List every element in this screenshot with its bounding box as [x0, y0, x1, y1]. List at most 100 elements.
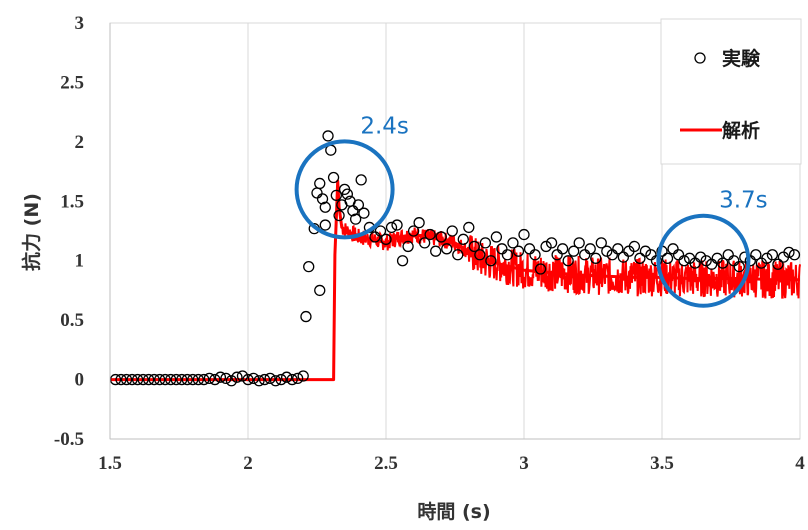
experiment-point	[446, 225, 458, 237]
experiment-point	[407, 225, 420, 237]
experiment-point	[264, 372, 276, 385]
experiment-point	[545, 237, 558, 249]
experiment-point	[402, 240, 414, 253]
experiment-point	[479, 237, 492, 249]
experiment-point	[322, 130, 334, 142]
experiment-point	[733, 261, 745, 273]
experiment-point	[391, 219, 403, 231]
experiment-point	[441, 243, 453, 255]
experiment-point	[766, 249, 779, 261]
experiment-point	[137, 373, 149, 386]
y-tick-label: 2	[75, 132, 85, 153]
axes: 1.5 2 2.5 3 3.5 4 -0.5 0 0.5 1 1.5 2 2.5 3	[54, 13, 805, 474]
experiment-point	[634, 252, 646, 264]
experiment-point	[424, 228, 436, 241]
experiment-point	[457, 233, 469, 245]
experiment-point	[253, 375, 265, 387]
experiment-point	[534, 263, 547, 275]
experiment-point	[694, 251, 707, 263]
experiment-series	[109, 130, 801, 387]
experiment-point	[258, 373, 271, 386]
experiment-point	[490, 231, 503, 243]
experiment-point	[772, 258, 784, 270]
annotation-label-1: 2.4s	[360, 113, 409, 139]
legend-marker-experiment	[694, 52, 706, 64]
experiment-point	[413, 217, 425, 229]
experiment-point	[231, 371, 243, 383]
x-tick-label: 3.5	[650, 453, 674, 474]
experiment-point	[349, 213, 362, 225]
x-tick-label: 2.5	[374, 453, 398, 474]
experiment-point	[115, 373, 127, 386]
experiment-point	[330, 189, 342, 201]
experiment-point	[661, 252, 674, 264]
experiment-point	[396, 255, 409, 267]
experiment-point	[181, 373, 193, 386]
x-tick-label: 2	[243, 453, 253, 474]
analysis-noise-band	[340, 223, 801, 299]
y-tick-label: 0.5	[60, 310, 84, 331]
experiment-point	[612, 243, 624, 255]
experiment-point	[203, 372, 216, 385]
experiment-point	[430, 245, 442, 257]
experiment-point	[788, 249, 801, 261]
y-tick-label: -0.5	[54, 429, 84, 450]
experiment-point	[316, 193, 329, 205]
experiment-point	[286, 373, 298, 386]
experiment-point	[512, 245, 525, 257]
experiment-point	[319, 219, 331, 231]
experiment-point	[126, 373, 138, 386]
annotation-label-2: 3.7s	[719, 188, 768, 214]
experiment-point	[131, 373, 144, 386]
experiment-point	[327, 171, 340, 184]
experiment-point	[435, 231, 447, 243]
experiment-point	[452, 249, 464, 261]
experiment-point	[601, 245, 613, 257]
experiment-point	[176, 373, 188, 386]
experiment-point	[678, 255, 690, 267]
experiment-point	[750, 249, 762, 261]
experiment-point	[165, 373, 177, 386]
experiment-point	[269, 375, 282, 387]
experiment-point	[120, 373, 133, 386]
experiment-point	[562, 255, 574, 267]
experiment-point	[540, 240, 552, 253]
experiment-point	[700, 255, 712, 267]
x-tick-label: 3	[519, 453, 529, 474]
y-tick-label: 1.5	[60, 191, 84, 212]
experiment-point	[529, 249, 541, 261]
experiment-point	[159, 373, 171, 386]
experiment-point	[292, 372, 304, 385]
experiment-point	[220, 372, 232, 385]
experiment-point	[280, 371, 293, 383]
experiment-point	[154, 373, 166, 386]
experiment-point	[314, 284, 326, 297]
experiment-point	[198, 373, 210, 386]
experiment-point	[507, 237, 519, 249]
y-tick-label: 2.5	[60, 72, 84, 93]
experiment-point	[333, 209, 345, 222]
experiment-point	[374, 225, 387, 237]
experiment-point	[518, 228, 530, 241]
experiment-point	[573, 237, 585, 249]
experiment-point	[236, 370, 249, 382]
experiment-point	[275, 373, 287, 386]
experiment-point	[209, 373, 221, 386]
experiment-point	[485, 255, 497, 267]
experiment-point	[761, 252, 773, 264]
experiment-point	[109, 373, 122, 386]
experiment-point	[242, 373, 254, 386]
legend-box	[660, 18, 802, 165]
experiment-point	[352, 199, 365, 211]
annotations: 2.4s 3.7s	[294, 113, 768, 308]
x-tick-label: 4	[795, 453, 805, 474]
experiment-point	[148, 373, 160, 386]
experiment-point	[584, 243, 596, 255]
experiment-point	[380, 233, 392, 245]
experiment-point	[463, 221, 475, 234]
experiment-point	[355, 174, 367, 186]
experiment-point	[300, 310, 312, 323]
experiment-point	[418, 237, 431, 249]
